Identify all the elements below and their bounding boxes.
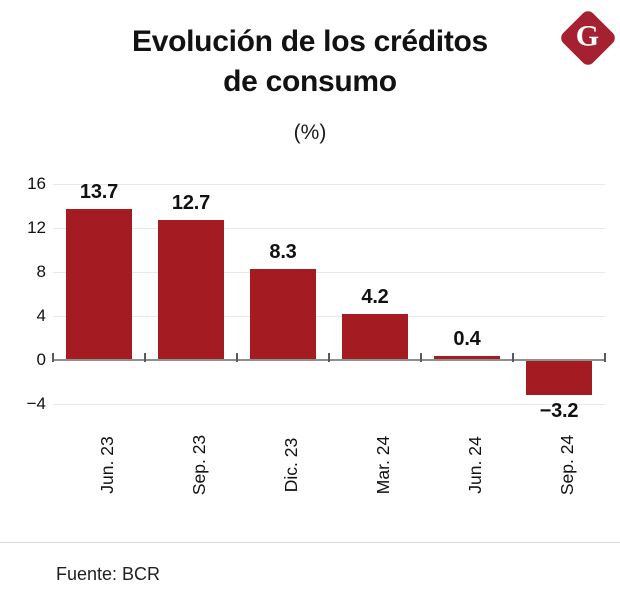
x-axis-tick xyxy=(52,353,54,362)
bar-value-label: 13.7 xyxy=(79,181,119,204)
x-axis-tick xyxy=(236,353,238,362)
y-axis-tick-label: 0 xyxy=(36,350,46,369)
x-axis-tick-label: Dic. 23 xyxy=(281,437,301,493)
bar-value-label: 4.2 xyxy=(361,285,389,308)
chart-title-line2: de consumo xyxy=(223,65,397,98)
bar-value-label: 0.4 xyxy=(453,327,481,350)
x-axis-tick xyxy=(144,353,146,362)
x-axis-tick-label: Jun. 23 xyxy=(97,436,117,494)
bar-value-label: 12.7 xyxy=(171,192,211,215)
x-axis-tick xyxy=(420,353,422,362)
y-axis-tick-label: 16 xyxy=(27,174,46,193)
x-axis-tick-label: Jun. 24 xyxy=(465,436,485,494)
gridline-y16 xyxy=(53,183,605,185)
x-axis-tick xyxy=(328,353,330,362)
bar-Dic. 23 xyxy=(250,268,316,360)
bar-Mar. 24 xyxy=(342,313,408,360)
x-axis-tick-label: Sep. 24 xyxy=(557,434,577,496)
x-axis-tick-label: Sep. 23 xyxy=(189,434,209,496)
x-axis-tick xyxy=(604,353,606,362)
gridline-y-4 xyxy=(53,403,605,405)
bar-value-label: −3.2 xyxy=(539,400,579,423)
x-axis-tick-label: Mar. 24 xyxy=(373,435,393,495)
footer-divider xyxy=(0,542,620,543)
gridline-y12 xyxy=(53,227,605,229)
y-axis-tick-label: 12 xyxy=(27,218,46,237)
source-note: Fuente: BCR xyxy=(56,564,161,584)
bar-Jun. 23 xyxy=(66,209,132,360)
gridline-y4 xyxy=(53,315,605,317)
y-axis-tick-label: 4 xyxy=(36,306,46,325)
bar-Jun. 24 xyxy=(434,355,500,360)
x-axis-tick xyxy=(512,353,514,362)
bar-value-label: 8.3 xyxy=(269,240,297,263)
y-axis-tick-label: −4 xyxy=(26,394,46,413)
chart-unit-subtitle: (%) xyxy=(293,121,327,144)
y-axis-tick-label: 8 xyxy=(36,262,46,281)
gridline-y8 xyxy=(53,271,605,273)
bar-Sep. 24 xyxy=(526,360,592,396)
chart-title-line1: Evolución de los créditos xyxy=(132,25,488,58)
bar-Sep. 23 xyxy=(158,220,224,360)
